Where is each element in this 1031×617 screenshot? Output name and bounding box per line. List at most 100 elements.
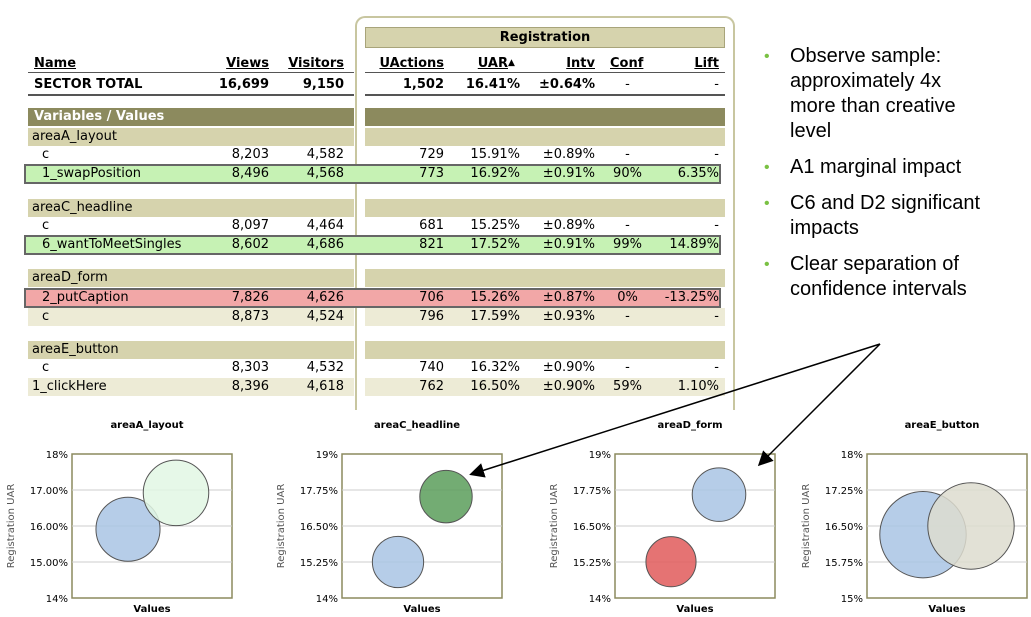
row-conf: 0% bbox=[617, 290, 638, 305]
row-intv: ±0.90% bbox=[542, 379, 595, 394]
row-uar: 17.52% bbox=[470, 237, 520, 252]
bullet-line: Observe sample: bbox=[790, 45, 942, 67]
y-axis-label: Registration UAR bbox=[276, 484, 287, 569]
row-lift: 6.35% bbox=[677, 166, 719, 181]
row-uar: 17.59% bbox=[470, 309, 520, 324]
y-tick-label: 17.75% bbox=[573, 486, 611, 497]
y-tick-label: 15.00% bbox=[30, 558, 68, 569]
sector-total-conf: - bbox=[625, 77, 630, 92]
row-uactions: 821 bbox=[419, 237, 444, 252]
chart-title: areaE_button bbox=[905, 420, 980, 431]
row-lift: -13.25% bbox=[664, 290, 719, 305]
sector-total-visitors: 9,150 bbox=[302, 77, 344, 92]
col-header-views[interactable]: Views bbox=[226, 56, 269, 71]
y-tick-label: 17.75% bbox=[300, 486, 338, 497]
row-intv: ±0.91% bbox=[542, 166, 595, 181]
row-band bbox=[28, 378, 354, 396]
sort-arrow-icon: ▲ bbox=[508, 58, 515, 68]
bullet-line: approximately 4x bbox=[790, 70, 942, 92]
row-lift: 1.10% bbox=[677, 379, 719, 394]
bubble-mark bbox=[645, 536, 697, 588]
row-uactions: 729 bbox=[419, 147, 444, 162]
bullet-line: C6 and D2 significant bbox=[790, 192, 981, 214]
row-visitors: 4,582 bbox=[306, 147, 344, 162]
y-axis-label: Registration UAR bbox=[801, 484, 812, 569]
sector-total-uar: 16.41% bbox=[465, 77, 520, 92]
row-uar: 16.32% bbox=[470, 360, 520, 375]
col-header-uactions[interactable]: UActions bbox=[379, 56, 444, 71]
row-views: 7,826 bbox=[231, 290, 269, 305]
row-uactions: 796 bbox=[419, 309, 444, 324]
row-intv: ±0.89% bbox=[542, 218, 595, 233]
arrow-to-areaC bbox=[469, 343, 881, 478]
group-band bbox=[365, 269, 725, 287]
bubble-chart-areaD: areaD_form 19% 17.75% 16.50% 15.25% 14% Regist… bbox=[549, 420, 776, 615]
y-tick-label: 14% bbox=[316, 594, 338, 605]
bubble-mark bbox=[419, 469, 473, 524]
col-header-uar[interactable]: UAR bbox=[477, 56, 508, 71]
highlight-row-green bbox=[24, 235, 721, 255]
row-views: 8,396 bbox=[231, 379, 269, 394]
row-views: 8,097 bbox=[231, 218, 269, 233]
row-views: 8,496 bbox=[231, 166, 269, 181]
row-uactions: 706 bbox=[419, 290, 444, 305]
group-band bbox=[28, 128, 354, 146]
row-conf: 90% bbox=[613, 166, 642, 181]
x-axis-label: Values bbox=[928, 604, 965, 615]
bubble-chart-areaA: areaA_layout 18% 17.00% 16.00% 15.00% 14% Regi… bbox=[6, 420, 233, 615]
col-header-conf[interactable]: Conf bbox=[610, 56, 644, 71]
y-tick-label: 15% bbox=[841, 594, 863, 605]
bubble-mark bbox=[95, 496, 161, 562]
row-visitors: 4,568 bbox=[306, 166, 344, 181]
x-axis-label: Values bbox=[133, 604, 170, 615]
total-divider-right bbox=[365, 94, 725, 96]
total-divider-left bbox=[28, 94, 354, 96]
group-band bbox=[28, 341, 354, 359]
variables-bar-right bbox=[365, 108, 725, 126]
row-visitors: 4,686 bbox=[306, 237, 344, 252]
col-header-intv[interactable]: Intv bbox=[566, 56, 595, 71]
bullet-icon: • bbox=[764, 159, 770, 176]
y-tick-label: 17.25% bbox=[825, 486, 863, 497]
bullet-line: Clear separation of bbox=[790, 253, 959, 275]
row-uar: 15.26% bbox=[470, 290, 520, 305]
row-lift: 14.89% bbox=[669, 237, 719, 252]
sector-total-name: SECTOR TOTAL bbox=[34, 77, 143, 92]
group-band bbox=[365, 128, 725, 146]
row-visitors: 4,532 bbox=[306, 360, 344, 375]
col-header-name[interactable]: Name bbox=[34, 56, 77, 71]
col-header-lift[interactable]: Lift bbox=[694, 56, 719, 71]
sector-total-views: 16,699 bbox=[218, 77, 269, 92]
row-uar: 16.50% bbox=[470, 379, 520, 394]
row-conf: - bbox=[625, 147, 630, 162]
bullet-line: impacts bbox=[790, 217, 859, 239]
row-lift: - bbox=[714, 218, 719, 233]
y-tick-label: 14% bbox=[46, 594, 68, 605]
bullet-line: level bbox=[790, 120, 832, 142]
bullet-icon: • bbox=[764, 48, 770, 65]
y-tick-label: 18% bbox=[46, 450, 68, 461]
chart-title: areaC_headline bbox=[374, 420, 460, 431]
bullet-item: • A1 marginal impact bbox=[760, 155, 1025, 180]
row-conf: 99% bbox=[613, 237, 642, 252]
row-name: c bbox=[42, 360, 50, 375]
sector-total-intv: ±0.64% bbox=[539, 77, 595, 92]
col-header-visitors[interactable]: Visitors bbox=[288, 56, 344, 71]
registration-frame bbox=[355, 16, 735, 410]
row-name: 1_clickHere bbox=[32, 379, 107, 394]
y-tick-label: 15.25% bbox=[300, 558, 338, 569]
arrow-to-areaD bbox=[757, 343, 881, 467]
row-lift: - bbox=[714, 147, 719, 162]
row-conf: 59% bbox=[613, 379, 642, 394]
chart-title: areaD_form bbox=[657, 420, 722, 431]
row-uactions: 762 bbox=[419, 379, 444, 394]
row-uactions: 681 bbox=[419, 218, 444, 233]
row-intv: ±0.93% bbox=[542, 309, 595, 324]
row-visitors: 4,618 bbox=[306, 379, 344, 394]
y-tick-label: 16.50% bbox=[573, 522, 611, 533]
y-tick-label: 19% bbox=[589, 450, 611, 461]
row-uactions: 773 bbox=[419, 166, 444, 181]
row-intv: ±0.89% bbox=[542, 147, 595, 162]
row-visitors: 4,464 bbox=[306, 218, 344, 233]
sector-total-uactions: 1,502 bbox=[402, 77, 444, 92]
